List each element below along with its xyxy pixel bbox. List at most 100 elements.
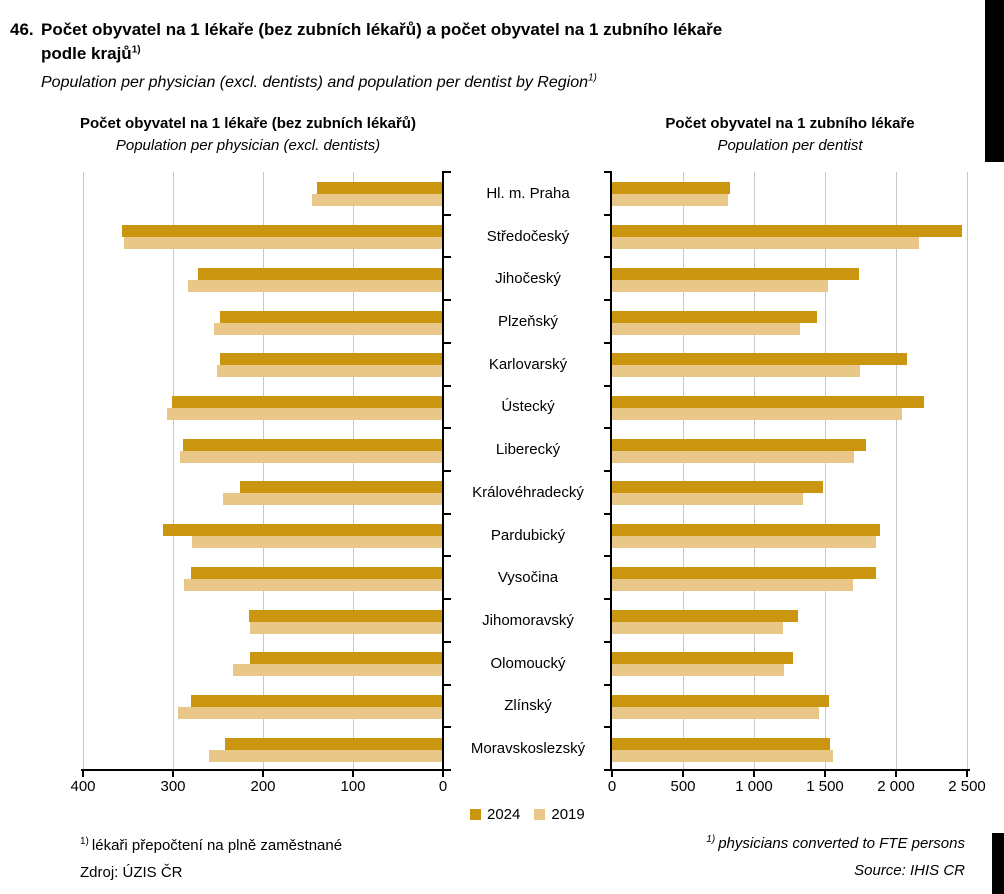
bar-2024-Moravskoslezský — [225, 737, 443, 750]
left-chart-title-czech: Počet obyvatel na 1 lékaře (bez zubních … — [80, 115, 416, 132]
bar-2024-Hl. m. Praha — [612, 182, 730, 195]
category-axis-tick — [604, 299, 612, 302]
source-english: Source: IHIS CR — [854, 862, 965, 879]
title-czech-line2: podle krajů1) — [41, 42, 722, 66]
legend-item-2024: 2024 — [470, 806, 520, 823]
axis-tick — [824, 770, 826, 777]
page-edge-tab-bottom — [992, 833, 1004, 894]
footnote-czech: 1) lékaři přepočtení na plně zaměstnané — [80, 836, 342, 854]
category-axis-tick — [604, 341, 612, 344]
category-axis-tick — [443, 726, 451, 729]
category-axis-tick — [604, 384, 612, 387]
bar-2024-Moravskoslezský — [612, 737, 830, 750]
bar-2024-Zlínský — [612, 694, 830, 707]
category-label: Jihočeský — [495, 270, 561, 288]
bar-2019-Hl. m. Praha — [612, 194, 728, 207]
axis-tick — [172, 770, 174, 777]
right-chart-title: Počet obyvatel na 1 zubního lékaře Popul… — [612, 114, 968, 156]
bar-2019-Jihomoravský — [249, 621, 443, 634]
title-czech-line1-text: Počet obyvatel na 1 lékaře (bez zubních … — [41, 20, 723, 39]
legend-swatch-2019 — [534, 809, 546, 820]
category-label: Plzeňský — [497, 312, 559, 330]
axis-tick-label: 500 — [670, 778, 696, 795]
category-label: Zlínský — [504, 697, 552, 715]
legend-item-2019: 2019 — [534, 806, 585, 823]
bar-2024-Ústecký — [612, 395, 924, 408]
axis-tick — [753, 770, 755, 777]
axis-tick-label: 2 500 — [948, 778, 986, 795]
category-axis-tick — [443, 299, 451, 302]
category-axis-tick — [443, 640, 451, 643]
bar-2019-Olomoucký — [612, 664, 784, 677]
bar-2024-Olomoucký — [612, 652, 794, 665]
bar-2019-Liberecký — [612, 450, 855, 463]
category-axis-tick — [443, 256, 451, 259]
bar-2019-Liberecký — [180, 450, 443, 463]
gridline — [682, 172, 684, 770]
footnote-english: 1) physicians converted to FTE persons — [706, 834, 965, 852]
gridline — [966, 172, 968, 770]
category-axis-tick — [443, 427, 451, 430]
title-footnote-marker: 1) — [131, 44, 141, 56]
gridline — [895, 172, 897, 770]
bar-2019-Hl. m. Praha — [311, 194, 443, 207]
right-chart-title-czech: Počet obyvatel na 1 zubního lékaře — [665, 115, 915, 132]
title-czech-line2-text: podle krajů — [41, 44, 132, 63]
bar-2024-Královéhradecký — [612, 481, 823, 494]
page-edge-tab-top — [985, 0, 1004, 162]
bar-2019-Středočeský — [123, 237, 443, 250]
bar-2019-Moravskoslezský — [209, 749, 443, 762]
bar-2024-Zlínský — [191, 694, 443, 707]
bar-2019-Plzeňský — [214, 322, 443, 335]
category-axis-tick — [604, 726, 612, 729]
category-axis-tick — [443, 555, 451, 558]
source-czech: Zdroj: ÚZIS ČR — [80, 864, 183, 881]
category-label: Středočeský — [486, 227, 570, 245]
axis-tick-label: 2 000 — [877, 778, 915, 795]
axis-tick-label: 0 — [438, 778, 448, 795]
legend-label-2019: 2019 — [551, 806, 585, 823]
bar-2024-Vysočina — [612, 566, 877, 579]
axis-tick — [682, 770, 684, 777]
category-label: Jihomoravský — [482, 611, 574, 629]
bar-2019-Karlovarský — [612, 365, 860, 378]
bar-2019-Jihomoravský — [612, 621, 784, 634]
category-axis-tick — [443, 384, 451, 387]
bar-2019-Moravskoslezský — [612, 749, 833, 762]
axis-tick — [82, 770, 84, 777]
category-label: Olomoucký — [490, 654, 566, 672]
title-english: Population per physician (excl. dentists… — [41, 72, 722, 94]
bar-2019-Pardubický — [191, 536, 443, 549]
category-axis-tick — [604, 213, 612, 216]
legend: 2024 2019 — [470, 806, 585, 823]
footnote-english-text: physicians converted to FTE persons — [718, 835, 965, 852]
bar-2024-Vysočina — [191, 566, 443, 579]
legend-label-2024: 2024 — [487, 806, 521, 823]
category-axis-tick — [604, 256, 612, 259]
gridline — [82, 172, 84, 770]
category-label: Moravskoslezský — [470, 740, 586, 758]
title-czech-line1: Počet obyvatel na 1 lékaře (bez zubních … — [41, 18, 722, 42]
baseline — [81, 769, 447, 771]
category-axis-tick — [604, 769, 612, 771]
axis-tick-label: 300 — [160, 778, 186, 795]
gridline — [172, 172, 174, 770]
bar-2019-Královéhradecký — [612, 493, 803, 506]
axis-tick-label: 200 — [250, 778, 276, 795]
bar-2024-Středočeský — [121, 225, 443, 238]
bar-2024-Jihočeský — [198, 267, 443, 280]
axis-tick-label: 100 — [340, 778, 366, 795]
axis-tick — [352, 770, 354, 777]
bar-2024-Karlovarský — [219, 353, 443, 366]
bar-2019-Ústecký — [166, 407, 443, 420]
bar-2019-Středočeský — [612, 237, 919, 250]
category-axis-tick — [443, 213, 451, 216]
axis-tick — [442, 770, 444, 777]
category-axis-tick — [604, 640, 612, 643]
category-axis-tick — [443, 512, 451, 515]
category-label: Karlovarský — [488, 355, 568, 373]
category-axis-tick — [443, 769, 451, 771]
bar-2019-Jihočeský — [188, 279, 443, 292]
bar-2019-Olomoucký — [233, 664, 443, 677]
bar-2024-Liberecký — [182, 438, 443, 451]
